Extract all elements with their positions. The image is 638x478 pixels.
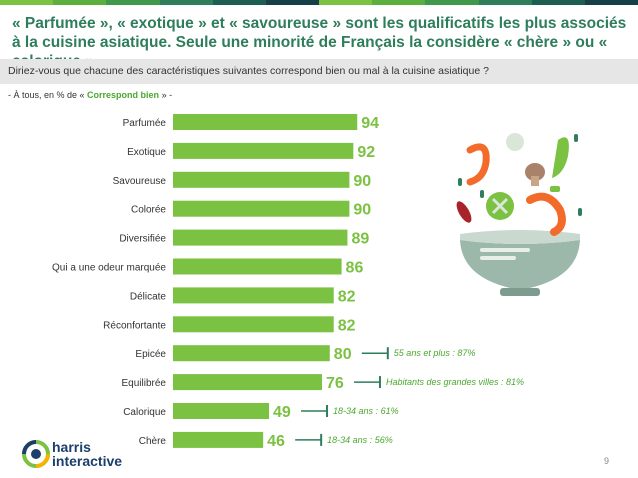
category-label: Epicée	[135, 349, 166, 360]
bar	[173, 229, 348, 246]
bar	[173, 287, 334, 304]
stripe-segment	[319, 0, 373, 5]
value-label: 80	[334, 346, 352, 363]
value-label: 90	[353, 173, 371, 190]
base-prefix: - À tous, en % de «	[8, 90, 88, 100]
category-label: Calorique	[123, 407, 166, 418]
category-label: Réconfortante	[103, 320, 166, 331]
value-label: 82	[338, 317, 356, 334]
category-label: Savoureuse	[113, 176, 167, 187]
harris-interactive-logo	[22, 440, 50, 468]
stripe-segment	[372, 0, 426, 5]
top-color-stripe	[0, 0, 638, 5]
value-label: 76	[326, 375, 344, 392]
value-label: 46	[267, 433, 285, 450]
question-bar: Diriez-vous que chacune des caractéristi…	[0, 59, 638, 84]
annotation-text: Habitants des grandes villes : 81%	[386, 377, 524, 387]
category-label: Colorée	[131, 205, 166, 216]
base-note: - À tous, en % de « Correspond bien » -	[8, 90, 172, 100]
annotation-text: 18-34 ans : 56%	[327, 435, 393, 445]
category-label: Parfumée	[123, 118, 167, 129]
logo-text: harris interactive	[52, 440, 122, 468]
value-label: 89	[351, 231, 369, 248]
stripe-segment	[159, 0, 213, 5]
category-label: Diversifiée	[119, 234, 166, 245]
bar	[173, 345, 330, 362]
bar	[173, 200, 350, 217]
bar	[173, 142, 354, 159]
logo-line-2: interactive	[52, 453, 123, 469]
asian-food-bowl-icon	[456, 133, 582, 296]
bar	[173, 114, 358, 130]
category-label: Equilibrée	[122, 378, 167, 389]
stripe-segment	[53, 0, 107, 5]
category-label: Qui a une odeur marquée	[52, 263, 166, 274]
stripe-segment	[478, 0, 532, 5]
stripe-segment	[265, 0, 320, 5]
category-label: Délicate	[130, 291, 167, 302]
base-suffix: » -	[159, 90, 173, 100]
logo-line-1: harris	[52, 439, 91, 455]
stripe-segment	[531, 0, 585, 5]
value-label: 90	[353, 202, 371, 219]
bar	[173, 171, 350, 188]
value-label: 94	[361, 115, 379, 132]
value-label: 86	[346, 260, 364, 277]
bar	[173, 374, 322, 391]
page-title: « Parfumée », « exotique » et « savoureu…	[12, 15, 627, 70]
category-label: Exotique	[127, 147, 166, 158]
value-label: 82	[338, 288, 356, 305]
bar	[173, 431, 264, 448]
stripe-segment	[106, 0, 160, 5]
annotation-text: 18-34 ans : 61%	[333, 406, 399, 416]
value-label: 92	[357, 144, 375, 161]
question-text: Diriez-vous que chacune des caractéristi…	[8, 65, 489, 77]
stripe-segment	[425, 0, 479, 5]
bar	[173, 258, 342, 275]
stripe-segment	[212, 0, 266, 5]
value-label: 49	[273, 404, 291, 421]
base-highlight: Correspond bien	[87, 90, 160, 100]
stripe-segment	[584, 0, 638, 5]
bar	[173, 403, 270, 419]
bar	[173, 316, 334, 333]
category-label: Chère	[139, 436, 167, 447]
page-number: 9	[604, 456, 610, 466]
annotation-text: 55 ans et plus : 87%	[394, 348, 476, 358]
stripe-segment	[0, 0, 54, 5]
